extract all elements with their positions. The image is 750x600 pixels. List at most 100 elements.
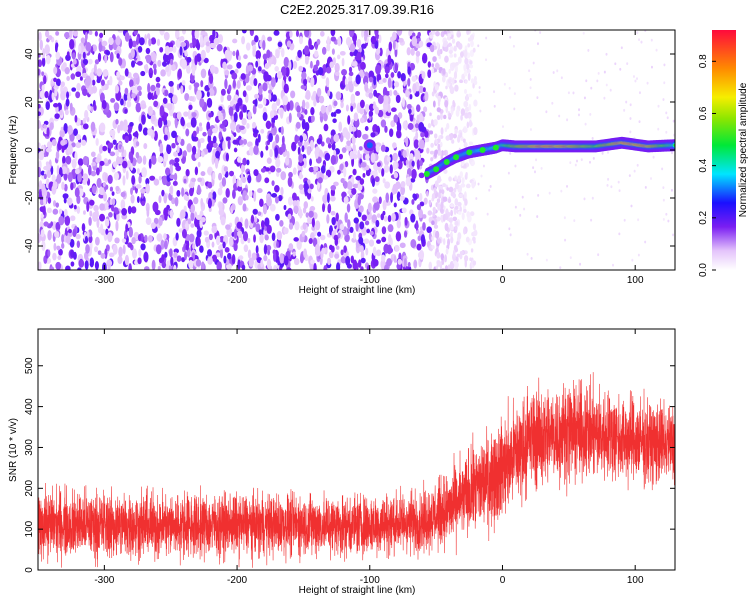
spectrogram-cell: [356, 38, 362, 48]
spectrogram-cell: [451, 38, 456, 44]
spectrogram-cell: [450, 108, 454, 116]
spectrogram-cell: [158, 216, 163, 226]
spectrogram-cell: [280, 186, 284, 196]
spectrogram-cell: [578, 108, 581, 112]
spectrogram-cell: [143, 142, 148, 150]
spectrogram-cell: [264, 234, 269, 241]
spectrogram-cell: [323, 265, 328, 270]
spectrogram-cell: [76, 206, 81, 214]
spectrogram-cell: [218, 114, 224, 121]
spectrogram-cell: [42, 124, 47, 129]
spectrogram-cell: [258, 85, 263, 96]
spectrogram-cell: [135, 102, 142, 113]
spectrogram-cell: [317, 177, 323, 184]
spectrogram-cell: [165, 66, 170, 73]
spectrogram-cell: [536, 215, 539, 218]
spectrogram-cell: [70, 261, 75, 267]
spectrogram-cell: [242, 138, 248, 145]
spectrogram-cell: [526, 252, 529, 256]
spectrogram-cell: [44, 91, 49, 99]
spectrogram-cell: [430, 142, 434, 148]
spectrogram-cell: [242, 104, 247, 113]
spectrogram-cell: [509, 151, 512, 155]
spectrogram-cell: [264, 63, 270, 70]
spectrogram-cell: [454, 198, 459, 206]
spectrogram-cell: [274, 147, 279, 158]
spectrogram-cell: [436, 114, 441, 121]
spectrogram-cell: [252, 48, 256, 57]
spectrogram-cell: [144, 234, 148, 243]
spectrogram-cell: [161, 61, 168, 67]
spectrogram-cell: [118, 80, 123, 86]
spectrogram-cell: [77, 158, 84, 166]
spectrogram-cell: [395, 94, 401, 104]
x-tick-label: -200: [227, 575, 247, 586]
spectrogram-cell: [457, 56, 462, 64]
spectrogram-cell: [184, 223, 190, 229]
spectrogram-cell: [442, 68, 446, 75]
spectrogram-cell: [60, 139, 66, 146]
spectrogram-cell: [63, 123, 68, 134]
spectrogram-cell: [337, 36, 342, 47]
spectrogram-cell: [41, 84, 45, 91]
spectrogram-cell: [444, 127, 448, 133]
spectrogram-cell: [378, 79, 384, 85]
spectrogram-cell: [190, 117, 197, 128]
spectrogram-cell: [477, 44, 480, 48]
spectrogram-cell: [413, 193, 418, 201]
spectrogram-cell: [278, 194, 283, 202]
spectrogram-cell: [366, 142, 373, 149]
chart-title: C2E2.2025.317.09.39.R16: [280, 2, 434, 17]
spectrogram-cell: [188, 233, 195, 243]
spectrogram-cell: [385, 192, 390, 203]
spectrogram-cell: [358, 146, 363, 151]
spectrogram-cell: [72, 30, 79, 37]
spectrogram-cell: [607, 177, 610, 181]
spectrogram-cell: [400, 180, 406, 188]
spectrogram-cell: [343, 167, 347, 178]
spectrogram-cell: [509, 35, 512, 39]
spectrogram-cell: [227, 139, 231, 150]
spectrogram-cell: [39, 89, 46, 100]
spectrogram-cell: [340, 256, 347, 264]
spectrogram-cell: [219, 247, 223, 259]
spectrogram-cell: [320, 165, 326, 174]
spectrogram-cell: [376, 239, 381, 244]
spectrogram-cell: [232, 50, 236, 57]
spectrogram-cell: [176, 255, 182, 262]
spectrogram-cell: [95, 157, 102, 164]
spectrogram-cell: [260, 150, 264, 158]
spectrogram-cell: [583, 197, 586, 201]
spectrogram-cell: [303, 201, 309, 209]
spectrogram-cell: [299, 188, 306, 195]
spectrogram-cell: [199, 245, 204, 253]
spectrogram-cell: [344, 212, 348, 223]
spectrogram-cell: [166, 144, 170, 151]
spectrogram-cell: [161, 175, 168, 186]
spectrogram-cell: [442, 42, 448, 48]
x-tick-label: -300: [94, 575, 114, 586]
spectrogram-cell: [60, 90, 66, 101]
spectrogram-cell: [333, 100, 338, 107]
spectrogram-cell: [274, 66, 280, 72]
spectrogram-cell: [70, 73, 76, 80]
spectrogram-cell: [62, 193, 69, 199]
spectrogram-cell: [397, 112, 403, 119]
spectrogram-cell: [590, 86, 593, 90]
spectrogram-cell: [416, 114, 420, 122]
spectrogram-cell: [301, 230, 306, 238]
spectrogram-cell: [467, 43, 471, 48]
spectrogram-cell: [454, 175, 457, 181]
spectrogram-cell: [75, 91, 81, 99]
spectrogram-cell: [155, 244, 162, 255]
spectrogram-cell: [121, 207, 128, 216]
spectrogram-cell: [440, 112, 443, 121]
spectrogram-cell: [189, 187, 194, 197]
spectrogram-cell: [657, 104, 660, 108]
spectrogram-cell: [485, 36, 488, 40]
spectrogram-cell: [443, 30, 448, 35]
spectrogram-cell: [190, 211, 195, 222]
spectrogram-cell: [346, 181, 353, 190]
spectrogram-cell: [423, 106, 428, 113]
